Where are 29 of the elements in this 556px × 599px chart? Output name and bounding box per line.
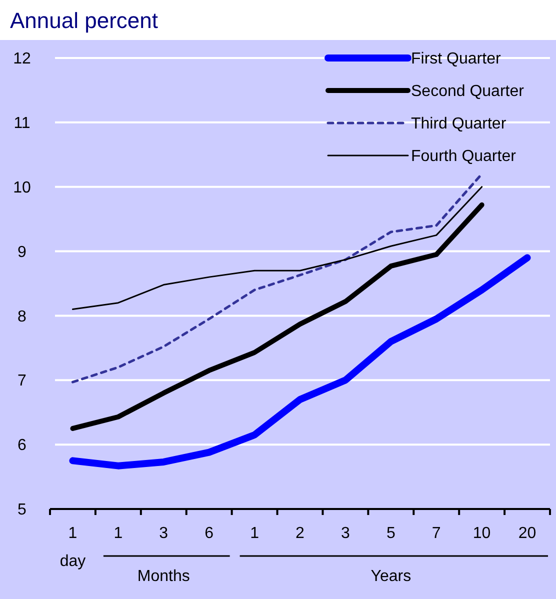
legend-label: First Quarter [411,50,502,68]
y-tick-label: 6 [18,437,27,454]
y-tick-label: 11 [14,115,30,132]
y-axis-title: Annual percent [10,8,158,33]
x-tick-label: 10 [472,525,491,542]
y-tick-label: 10 [13,179,31,196]
y-tick-label: 8 [18,308,27,326]
legend-label: Fourth Quarter [411,148,517,166]
x-tick-label: 2 [296,525,305,542]
legend-label: Second Quarter [411,83,525,100]
text: day [60,553,86,570]
x-tick-label: 6 [204,525,214,542]
y-tick-label: 9 [18,244,27,261]
y-tick-label: 7 [18,372,27,390]
line-series [71,172,484,384]
y-tick-label: 12 [13,50,31,68]
x-tick-label: 3 [341,525,350,542]
x-tick-label: 5 [386,525,396,542]
x-tick-label: 3 [159,525,168,542]
x-tick-label: 1 [114,525,123,542]
text: Months [137,568,190,585]
x-tick-label: 20 [518,525,536,542]
line-series [72,186,483,310]
x-tick-label: 7 [432,525,441,542]
y-tick-label: 5 [18,502,27,519]
text: Years [370,568,412,585]
legend-label: Third Quarter [411,116,507,133]
x-tick-label: 1 [250,525,260,542]
x-tick-label: 1 [68,525,78,542]
